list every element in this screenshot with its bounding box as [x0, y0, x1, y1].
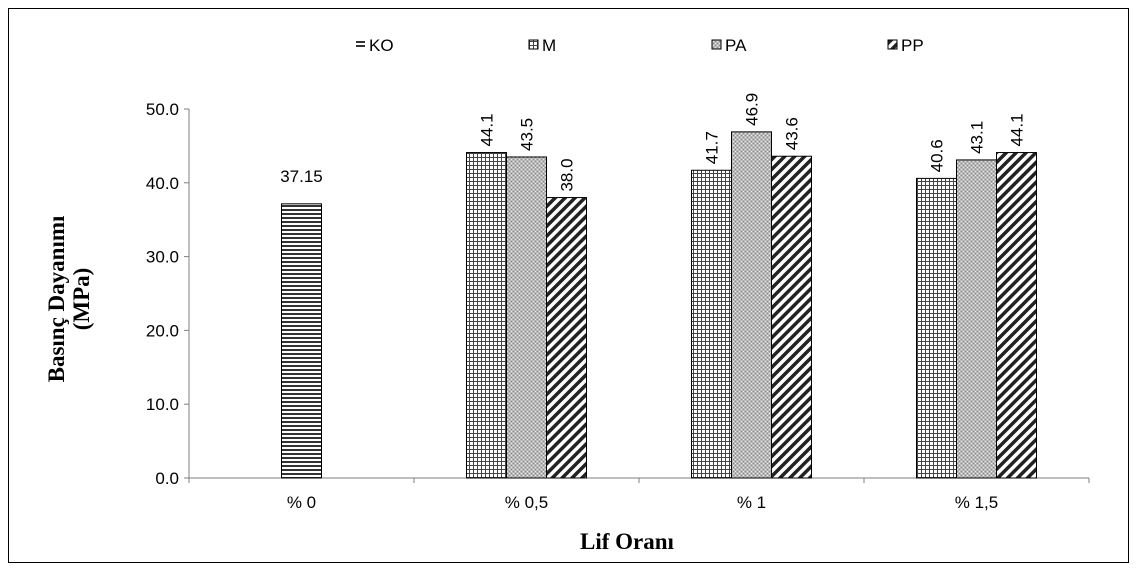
legend-item-m: M	[528, 36, 556, 55]
bar-m-2	[691, 169, 732, 479]
data-label: 40.6	[928, 139, 947, 172]
data-label: 37.15	[280, 167, 323, 186]
legend: KO M PA PP	[356, 36, 924, 55]
legend-label-ko: KO	[369, 36, 394, 55]
legend-label-pa: PA	[725, 36, 747, 55]
legend-swatch-pp	[887, 39, 898, 50]
chart-frame: KO M PA PP Basınç Dayanımı (MPa) Lif Ora…	[8, 8, 1129, 563]
y-tick-label: 0.0	[155, 469, 179, 488]
y-axis-title-line2: (MPa)	[69, 268, 94, 331]
y-axis-title-line1: Basınç Dayanımı	[44, 215, 69, 382]
bar-pp-2	[771, 155, 812, 479]
data-label: 46.9	[743, 93, 762, 126]
legend-swatch-pa	[711, 39, 722, 50]
data-label: 43.5	[518, 118, 537, 151]
bar-pa-3	[956, 159, 997, 479]
data-label: 38.0	[558, 158, 577, 191]
data-label: 43.1	[968, 121, 987, 154]
plot-area: 0.0 10.0 20.0 30.0 40.0 50.0 % 0 % 0,5 % 1 % 1,5 3…	[146, 93, 1090, 512]
bar-pp-3	[996, 152, 1037, 479]
legend-swatch-ko	[356, 40, 365, 49]
bar-m-1	[466, 152, 507, 479]
x-tick-label: % 0	[287, 493, 316, 512]
bar-chart: KO M PA PP Basınç Dayanımı (MPa) Lif Ora…	[44, 36, 1090, 554]
y-tick-label: 20.0	[146, 321, 179, 340]
y-tick-label: 40.0	[146, 174, 179, 193]
legend-swatch-m	[528, 39, 539, 50]
data-label: 44.1	[1008, 113, 1027, 146]
data-label: 41.7	[703, 131, 722, 164]
bar-pa-2	[731, 131, 772, 479]
legend-item-pa: PA	[711, 36, 747, 55]
y-tick-label: 10.0	[146, 395, 179, 414]
data-label: 44.1	[478, 113, 497, 146]
x-axis-title: Lif Oranı	[580, 529, 675, 554]
legend-label-m: M	[542, 36, 556, 55]
data-label: 43.6	[783, 117, 802, 150]
y-tick-label: 50.0	[146, 100, 179, 119]
y-axis-title: Basınç Dayanımı (MPa)	[44, 215, 94, 382]
y-tick-label: 30.0	[146, 248, 179, 267]
legend-label-pp: PP	[901, 36, 924, 55]
legend-item-pp: PP	[887, 36, 924, 55]
bar-ko-0	[281, 203, 322, 479]
bar-m-3	[916, 177, 957, 479]
x-tick-label: % 1,5	[955, 493, 998, 512]
x-tick-label: % 0,5	[505, 493, 548, 512]
legend-item-ko: KO	[356, 36, 394, 55]
x-tick-label: % 1	[737, 493, 766, 512]
bar-pp-1	[546, 197, 587, 479]
bar-pa-1	[506, 156, 547, 479]
